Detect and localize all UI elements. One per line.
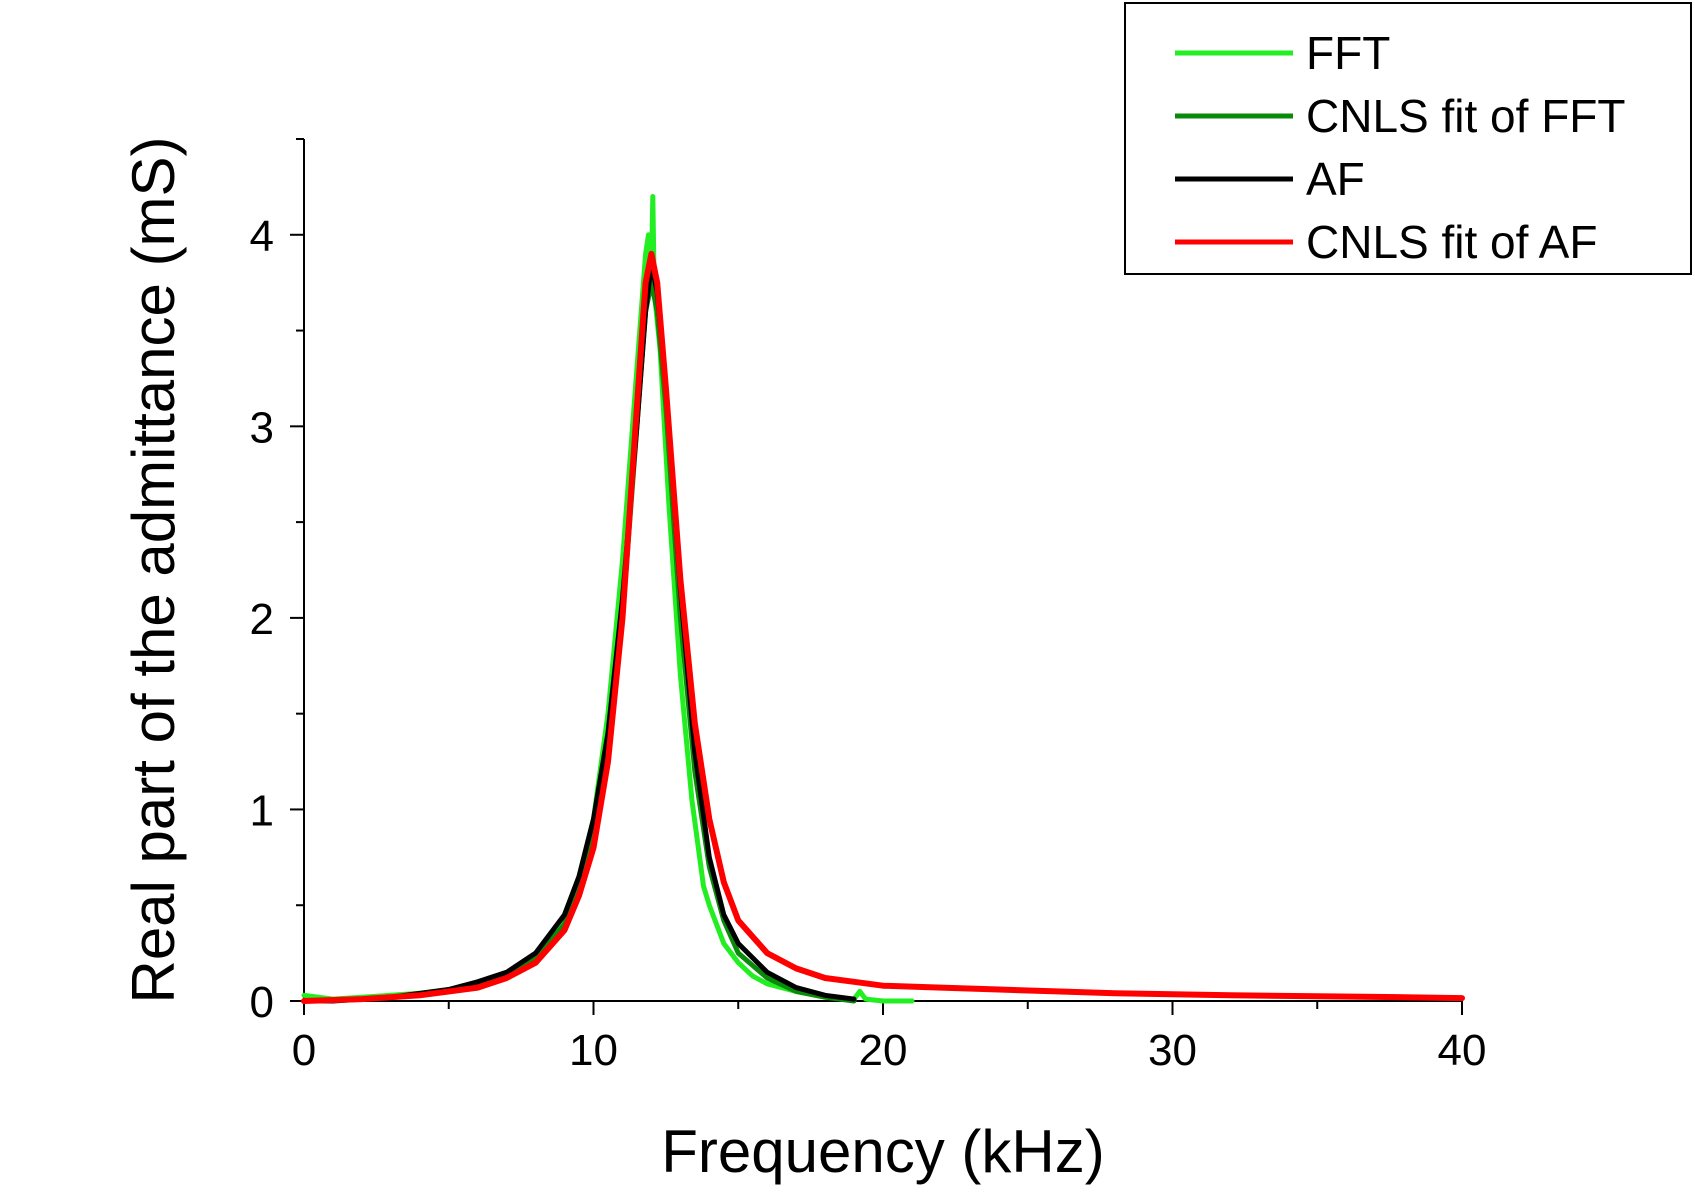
x-tick-label: 10 [569,1026,618,1075]
legend-label-4: CNLS fit of AF [1306,216,1597,268]
legend: FFT CNLS fit of FFT AF CNLS fit of AF [1124,2,1692,275]
x-tick-label: 0 [292,1026,316,1075]
y-axis-title: Real part of the admittance (mS) [120,136,187,1003]
x-tick-label: 20 [859,1026,908,1075]
series-line-1 [301,194,915,1004]
legend-label-3: AF [1306,153,1365,205]
y-tick-label: 0 [250,978,274,1027]
series-line-4 [301,250,1465,1004]
y-tick-label: 2 [250,595,274,644]
series-layer [301,194,1465,1004]
x-tick-label: 40 [1438,1026,1487,1075]
axes: 0 10 20 30 40 0 1 2 3 4 [250,138,1487,1075]
y-tick-label: 4 [250,212,274,261]
legend-label-2: CNLS fit of FFT [1306,90,1625,142]
y-tick-label: 1 [250,786,274,835]
y-tick-label: 3 [250,403,274,452]
legend-label-1: FFT [1306,27,1390,79]
legend-box [1124,2,1692,275]
x-tick-label: 30 [1148,1026,1197,1075]
x-axis-title: Frequency (kHz) [661,1118,1104,1185]
